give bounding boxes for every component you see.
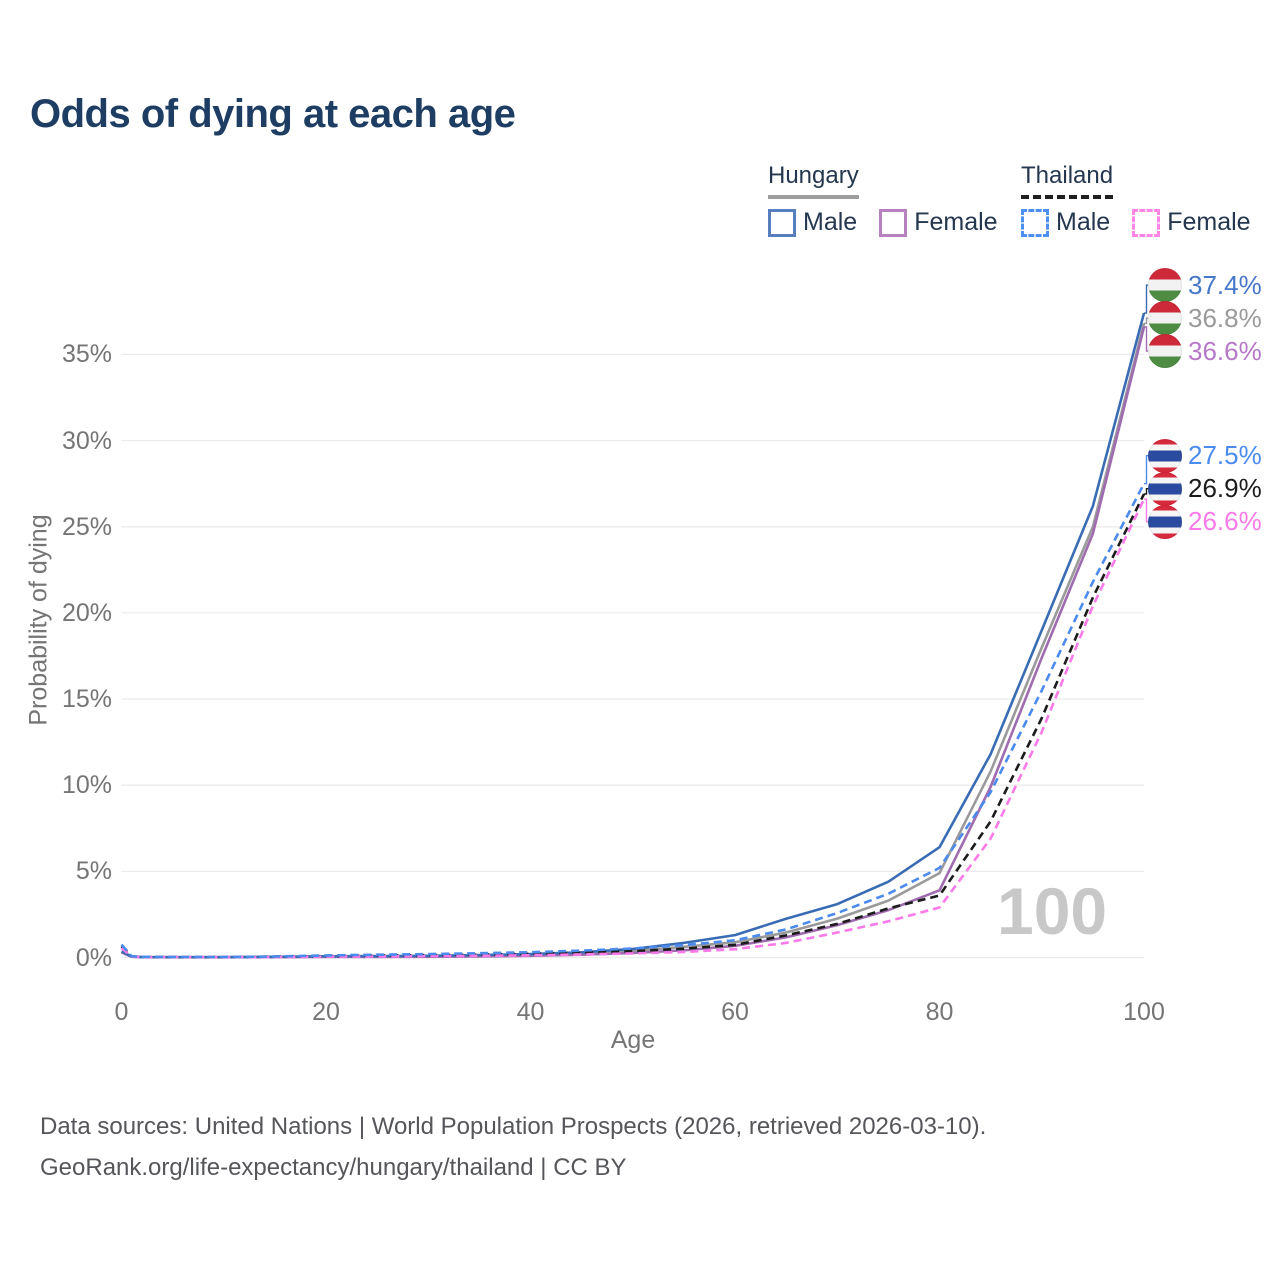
y-tick-label: 30%	[61, 426, 112, 455]
curve-hungary-both[interactable]	[120, 323, 1146, 959]
x-tick-label: 0	[114, 998, 129, 1026]
thailand-flag-icon	[1148, 504, 1182, 539]
curve-hungary-female[interactable]	[120, 326, 1146, 959]
hungary-male-label: Male	[803, 208, 858, 236]
thailand-flag-icon	[1148, 471, 1182, 506]
curve-thailand-female[interactable]	[120, 498, 1146, 959]
thailand-female-checkbox[interactable]	[1132, 208, 1161, 237]
x-tick-label: 100	[1123, 998, 1165, 1026]
curve-thailand-both[interactable]	[120, 493, 1146, 959]
hungary-flag-icon	[1148, 334, 1182, 369]
curve-hungary-male[interactable]	[120, 312, 1146, 959]
y-tick-label: 20%	[61, 598, 112, 627]
hungary-flag-icon	[1148, 301, 1182, 336]
value-label-text: 27.5%	[1188, 440, 1262, 471]
hover-age-watermark: 100	[997, 874, 1108, 948]
curves	[120, 312, 1146, 959]
value-label-text: 36.8%	[1188, 302, 1262, 333]
thailand-male-label: Male	[1056, 208, 1111, 236]
y-tick-label: 10%	[61, 771, 112, 800]
y-tick-label: 5%	[75, 857, 112, 886]
footer-attribution: GeoRank.org/life-expectancy/hungary/thai…	[40, 1154, 627, 1181]
curve-thailand-male[interactable]	[120, 483, 1146, 959]
value-label-thailand-female: 26.6%	[1148, 504, 1262, 539]
y-tick-label: 25%	[61, 512, 112, 541]
thailand-male-checkbox[interactable]	[1021, 208, 1049, 237]
hungary-flag-icon	[1148, 268, 1182, 303]
hungary-male-checkbox[interactable]	[768, 208, 796, 237]
value-label-hungary-female: 36.6%	[1148, 334, 1262, 369]
legend-country-hungary: Hungary	[768, 162, 859, 199]
x-tick-label: 80	[925, 998, 954, 1026]
value-label-text: 36.6%	[1188, 335, 1262, 366]
footer-sources: Data sources: United Nations | World Pop…	[40, 1113, 987, 1140]
gridlines	[121, 353, 1144, 959]
value-label-text: 26.6%	[1188, 506, 1262, 537]
x-tick-label: 40	[516, 998, 545, 1026]
hungary-female-checkbox[interactable]	[879, 208, 908, 237]
thailand-flag-icon	[1148, 438, 1182, 473]
value-label-hungary-male: 37.4%	[1148, 268, 1262, 303]
y-tick-label: 35%	[61, 340, 112, 369]
value-label-hungary-both: 36.8%	[1148, 301, 1262, 336]
thailand-female-label: Female	[1167, 208, 1251, 236]
page-title: Odds of dying at each age	[30, 92, 516, 136]
y-tick-label: 15%	[61, 685, 112, 714]
x-tick-label: 20	[312, 998, 340, 1026]
footer: Data sources: United Nations | World Pop…	[40, 1106, 986, 1188]
x-axis-title: Age	[610, 1026, 656, 1054]
x-tick-label: 60	[721, 998, 749, 1026]
value-label-text: 26.9%	[1188, 473, 1262, 504]
hungary-female-label: Female	[914, 208, 998, 236]
value-label-text: 37.4%	[1188, 269, 1262, 300]
legend-group-hungary: Hungary Male Female	[768, 162, 1020, 237]
value-label-thailand-male: 27.5%	[1148, 438, 1262, 473]
legend-group-thailand: Thailand Male Female	[1021, 162, 1273, 237]
y-tick-label: 0%	[75, 943, 112, 972]
legend-country-thailand: Thailand	[1021, 162, 1114, 199]
value-label-thailand-both: 26.9%	[1148, 471, 1262, 506]
